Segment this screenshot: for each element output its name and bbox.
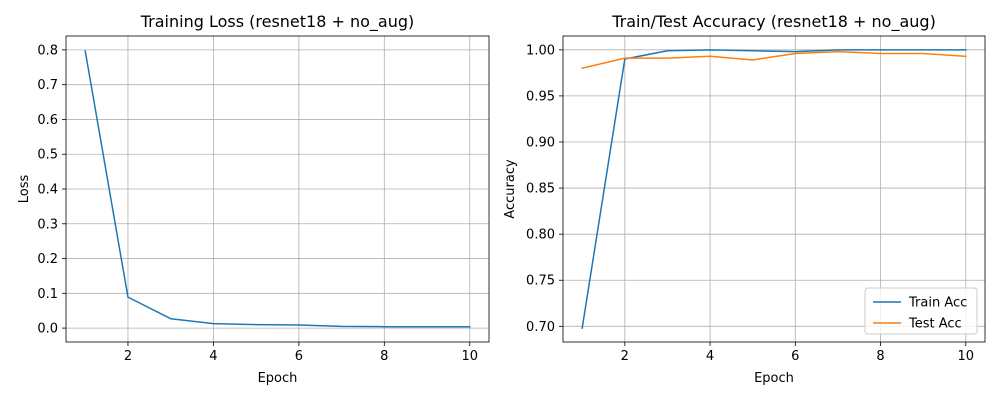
accuracy-x-tick-label: 10	[958, 349, 975, 364]
accuracy-y-tick-label: 1.00	[526, 43, 555, 58]
loss-x-tick-label: 4	[209, 349, 217, 364]
loss-x-tick-label: 8	[380, 349, 388, 364]
accuracy-y-tick-label: 0.80	[526, 228, 555, 243]
accuracy-x-tick-label: 4	[706, 349, 714, 364]
loss-y-tick-label: 0.7	[37, 78, 58, 93]
accuracy-y-tick-label: 0.85	[526, 182, 555, 197]
accuracy-legend-label: Train Acc	[908, 296, 967, 311]
accuracy-x-tick-label: 2	[621, 349, 629, 364]
accuracy-y-tick-label: 0.70	[526, 320, 555, 335]
accuracy-legend-label: Test Acc	[908, 317, 962, 332]
loss-y-tick-label: 0.0	[37, 322, 58, 337]
accuracy-y-tick-label: 0.95	[526, 89, 555, 104]
loss-y-tick-label: 0.3	[37, 217, 58, 232]
loss-y-tick-label: 0.6	[37, 113, 58, 128]
loss-y-tick-label: 0.2	[37, 252, 58, 267]
accuracy-y-tick-label: 0.75	[526, 274, 555, 289]
accuracy-axes-frame	[562, 35, 986, 343]
accuracy-y-tick-label: 0.90	[526, 135, 555, 150]
accuracy-legend: Train Acc Test Acc	[864, 287, 978, 335]
accuracy-x-axis-label: Epoch	[754, 371, 794, 386]
accuracy-series-line-test-acc	[581, 50, 967, 70]
loss-x-tick-label: 6	[295, 349, 303, 364]
accuracy-x-tick-label: 6	[791, 349, 799, 364]
loss-chart-title: Training Loss (resnet18 + no_aug)	[140, 12, 415, 32]
accuracy-x-tick-label: 8	[876, 349, 884, 364]
loss-chart: 2 4 6 8 10 0.0 0.1 0.2 0.3 0.4 0.5 0.6 0.7 0.8 Trainin…	[17, 12, 490, 386]
loss-x-tick-label: 10	[461, 349, 478, 364]
loss-y-axis-label: Loss	[17, 175, 32, 204]
loss-y-tick-label: 0.8	[37, 43, 58, 58]
accuracy-chart: 2 4 6 8 10 0.70 0.75 0.80 0.85 0.90 0.95 1.00 Train/…	[503, 12, 986, 386]
accuracy-y-axis-label: Accuracy	[503, 159, 518, 219]
loss-y-tick-label: 0.5	[37, 148, 58, 163]
loss-x-axis-label: Epoch	[258, 371, 298, 386]
accuracy-chart-title: Train/Test Accuracy (resnet18 + no_aug)	[611, 12, 936, 32]
loss-x-tick-label: 2	[124, 349, 132, 364]
loss-series-line-loss	[84, 50, 471, 328]
loss-y-tick-label: 0.4	[37, 183, 58, 198]
loss-y-tick-label: 0.1	[37, 287, 58, 302]
accuracy-series-line-train-acc	[581, 49, 967, 330]
